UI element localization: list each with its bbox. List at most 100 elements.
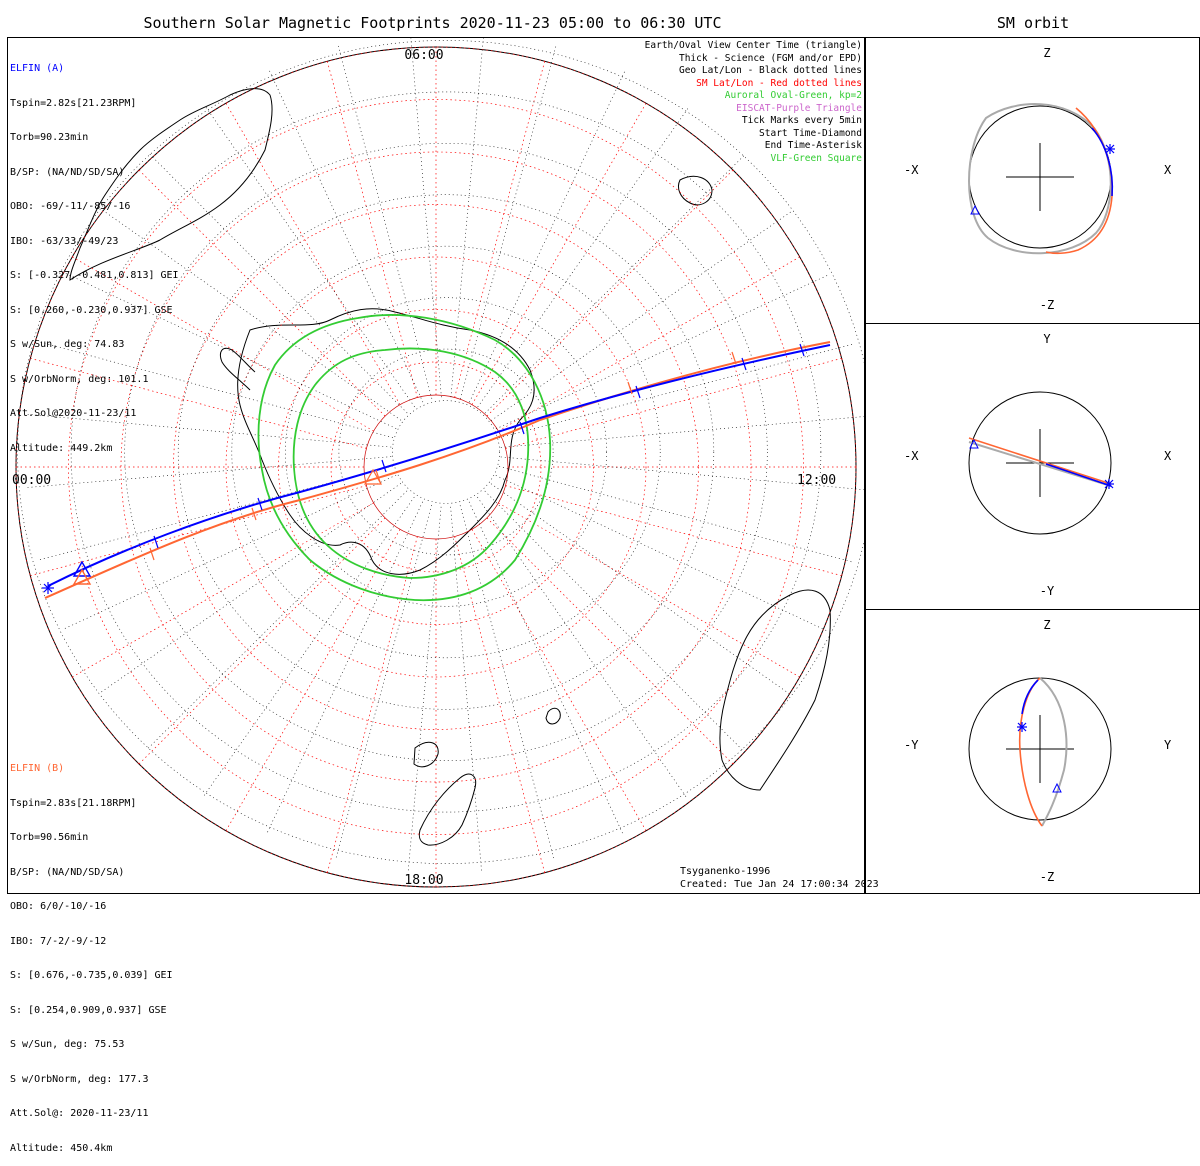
geo-longitude-line <box>65 273 397 429</box>
elfin-b-line-1: Torb=90.56min <box>10 832 89 843</box>
elfin-a-line-10: Altitude: 449.2km <box>10 442 113 454</box>
model-label: Tsyganenko-1996 <box>680 866 771 877</box>
geo-longitude-line <box>27 414 392 448</box>
geo-longitude-line <box>149 153 408 414</box>
geo-latitude-circle <box>392 400 500 504</box>
elfin-a-line-9: Att.Sol@2020-11-23/11 <box>10 408 137 419</box>
elfin-a-orbit <box>1021 679 1039 715</box>
elfin-b-line-9: Att.Sol@: 2020-11-23/11 <box>10 1108 149 1119</box>
legend-item-eiscat: EISCAT-Purple Triangle <box>736 102 862 114</box>
elfin-a-line-5: S: [-0.327,-0.481,0.813] GEI <box>10 270 179 281</box>
geo-longitude-line <box>477 108 689 408</box>
geo-longitude-line <box>408 506 442 871</box>
geo-longitude-line <box>101 483 402 693</box>
elfin-a-start-triangle <box>970 204 980 215</box>
geo-longitude-line <box>338 45 433 399</box>
elfin-b-line-10: Altitude: 450.4km <box>10 1142 113 1154</box>
axis-label-top: Z <box>1043 46 1050 60</box>
elfin-b-orbit <box>1045 107 1113 255</box>
geo-longitude-line <box>490 211 791 421</box>
legend-item-vlf: VLF-Green Square <box>770 152 862 164</box>
geo-longitude-line <box>205 107 415 408</box>
geo-longitude-line <box>64 474 397 629</box>
elfin-a-label: ELFIN (A) <box>10 63 65 74</box>
axis-label-bottom: -Y <box>1040 584 1055 598</box>
geo-longitude-line <box>469 71 625 403</box>
axis-label-top: Z <box>1043 618 1050 632</box>
elfin-b-orbit <box>968 437 1112 485</box>
sm-latitude-circle <box>225 256 647 678</box>
elfin-a-line-0: Tspin=2.82s[21.23RPM] <box>10 97 137 109</box>
geo-latitude-circle <box>284 297 607 607</box>
sm-longitude-line <box>498 502 800 678</box>
geo-longitude-line <box>203 496 415 796</box>
geo-longitude-line <box>500 456 865 490</box>
geo-longitude-line <box>40 341 393 438</box>
geo-longitude-line <box>102 209 402 421</box>
elfin-a-orbit <box>1045 463 1112 487</box>
geo-longitude-line <box>484 490 743 751</box>
legend-item-end-time: End Time-Asterisk <box>764 140 862 151</box>
geo-longitude-line <box>269 70 424 403</box>
geo-latitude-circle <box>177 194 715 710</box>
geo-longitude-line <box>335 505 432 858</box>
view-center-triangle <box>363 468 383 485</box>
mlt-label-left: 00:00 <box>12 473 51 488</box>
elfin-b-start-triangle <box>72 568 92 585</box>
geo-latitude-circle <box>338 348 554 556</box>
sm-longitude-line <box>471 103 647 405</box>
axis-label-right: X <box>1164 163 1172 177</box>
sm-latitude-circle <box>173 204 699 730</box>
main-title: Southern Solar Magnetic Footprints 2020-… <box>143 14 722 32</box>
elfin-a-end-asterisk <box>1104 479 1114 489</box>
legend: Earth/Oval View Center Time (triangle) T… <box>645 40 862 165</box>
geo-latitude-circle <box>70 91 822 813</box>
legend-item-tick-marks: Tick Marks every 5min <box>741 115 862 126</box>
geo-longitude-line <box>267 501 423 833</box>
map-footer: Tsyganenko-1996 Created: Tue Jan 24 17:0… <box>680 865 879 891</box>
reference-orbit <box>1039 677 1068 827</box>
elfin-a-line-6: S: [0.260,-0.230,0.937] GSE <box>10 304 173 316</box>
geo-longitude-line <box>484 155 745 414</box>
sm-longitude-line <box>486 169 734 417</box>
elfin-a-end-asterisk <box>42 582 54 594</box>
footprint-map: 06:00 00:00 12:00 18:00 <box>12 37 865 888</box>
sm-longitude-line <box>138 517 386 765</box>
elfin-a-line-7: S w/Sun, deg: 74.83 <box>10 339 125 350</box>
axis-label-left: -Y <box>904 738 919 752</box>
coastlines <box>69 88 831 846</box>
auroral-oval-outer <box>257 314 552 602</box>
legend-item-sm-grid: SM Lat/Lon - Red dotted lines <box>696 77 862 89</box>
axis-label-bottom: -Z <box>1040 870 1054 884</box>
footprint-map-frame <box>7 37 865 894</box>
geo-longitude-line <box>495 475 827 631</box>
elfin-a-line-4: IBO: -63/33/-49/23 <box>10 235 119 247</box>
auroral-oval-inner <box>292 347 530 579</box>
geo-longitude-line <box>410 37 442 398</box>
elfin-a-end-asterisk <box>1105 144 1115 154</box>
legend-item-geo-grid: Geo Lat/Lon - Black dotted lines <box>678 65 862 76</box>
sm-longitude-line <box>326 536 418 873</box>
sm-latitude-circle <box>68 99 804 835</box>
elfin-b-line-8: S w/OrbNorm, deg: 177.3 <box>10 1073 149 1085</box>
geo-longitude-line <box>459 505 554 859</box>
geo-longitude-line <box>147 490 408 749</box>
earth-circle <box>968 391 1112 535</box>
elfin-a-track <box>47 344 831 587</box>
axis-label-bottom: -Z <box>1040 298 1054 312</box>
elfin-a-orbit <box>1091 127 1114 197</box>
elfin-a-start-triangle <box>1052 782 1062 793</box>
elfin-b-line-0: Tspin=2.83s[21.18RPM] <box>10 797 137 809</box>
geo-longitude-line <box>468 501 623 834</box>
geo-longitude-line <box>499 466 852 563</box>
geo-longitude-line <box>450 37 484 398</box>
orbit-panel-title: SM orbit <box>996 14 1070 32</box>
elfin-b-line-2: B/SP: (NA/ND/SD/SA) <box>10 866 125 878</box>
mlt-label-bottom: 18:00 <box>404 873 443 888</box>
elfin-b-line-7: S w/Sun, deg: 75.53 <box>10 1039 125 1050</box>
elfin-a-info: ELFIN (A) Tspin=2.82s[21.23RPM] Torb=90.… <box>10 40 179 466</box>
elfin-a-line-1: Torb=90.23min <box>10 132 89 143</box>
sm-longitude-line <box>471 529 647 831</box>
legend-item-view-center: Earth/Oval View Center Time (triangle) <box>644 40 862 51</box>
geo-longitude-line <box>27 456 392 488</box>
